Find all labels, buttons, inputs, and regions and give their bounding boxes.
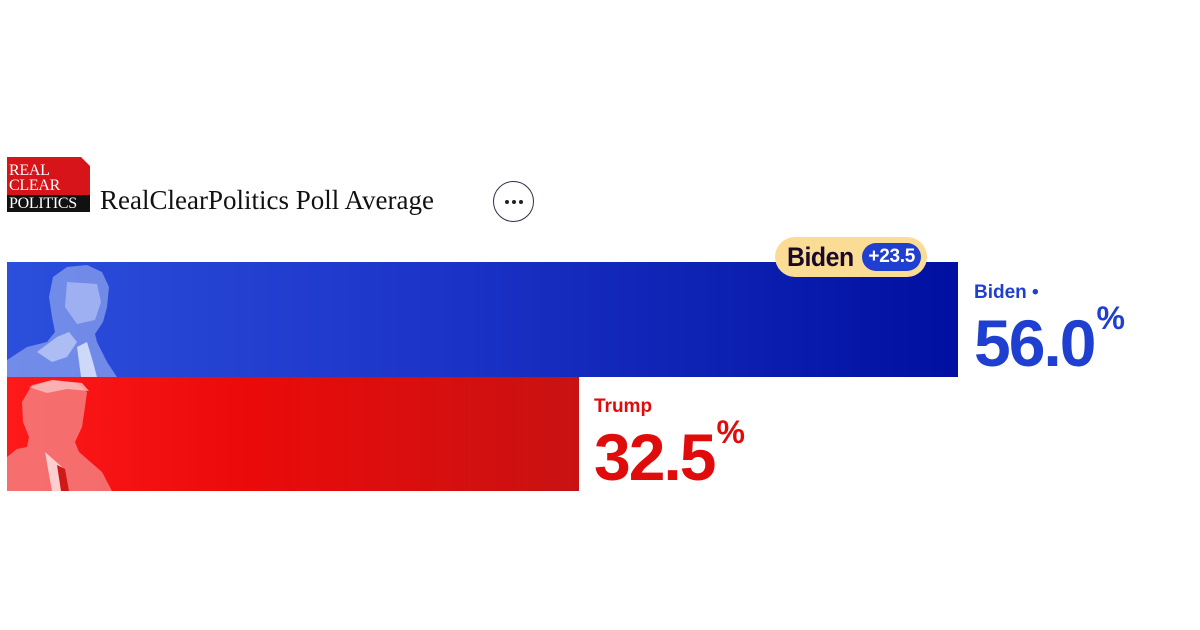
biden-bar [7, 262, 958, 377]
chart-header: REAL CLEAR POLITICS RealClearPolitics Po… [7, 155, 534, 222]
trump-result: Trump 32.5% [594, 396, 745, 490]
candidate-name: Trump [594, 396, 653, 417]
logo-text-line: REAL [9, 162, 50, 179]
logo-text-line: POLITICS [9, 195, 77, 212]
more-options-button[interactable] [493, 181, 534, 222]
rcp-logo: REAL CLEAR POLITICS [7, 157, 90, 213]
leader-name: Biden [787, 241, 854, 272]
logo-text-line: CLEAR [9, 177, 60, 194]
biden-photo [7, 265, 117, 377]
candidate-value: 56.0 [974, 306, 1096, 380]
percent-sign: % [1096, 300, 1125, 336]
candidate-value: 32.5 [594, 420, 716, 494]
biden-result: Biden • 56.0% [974, 282, 1125, 376]
leader-margin: +23.5 [862, 243, 921, 271]
chart-title: RealClearPolitics Poll Average [100, 185, 434, 215]
trump-bar [7, 377, 579, 491]
leader-badge: Biden +23.5 [775, 237, 927, 277]
percent-sign: % [716, 414, 745, 450]
ellipsis-icon [504, 199, 509, 204]
candidate-name: Biden • [974, 282, 1039, 303]
trump-photo [7, 380, 112, 491]
